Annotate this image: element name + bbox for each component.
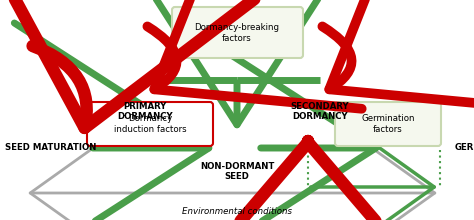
Text: Dormancy
induction factors: Dormancy induction factors: [114, 114, 186, 134]
Text: SEED MATURATION: SEED MATURATION: [5, 143, 96, 152]
Text: PRIMARY
DORMANCY: PRIMARY DORMANCY: [117, 102, 173, 121]
FancyBboxPatch shape: [335, 102, 441, 146]
FancyBboxPatch shape: [87, 102, 213, 146]
Text: Dormancy-breaking
factors: Dormancy-breaking factors: [194, 23, 280, 43]
Text: GERMINATION: GERMINATION: [455, 143, 474, 152]
Text: NON-DORMANT
SEED: NON-DORMANT SEED: [200, 162, 274, 181]
Text: SECONDARY
DORMANCY: SECONDARY DORMANCY: [291, 102, 349, 121]
FancyBboxPatch shape: [172, 7, 303, 58]
Text: Germination
factors: Germination factors: [361, 114, 415, 134]
Text: Environmental conditions: Environmental conditions: [182, 207, 292, 216]
